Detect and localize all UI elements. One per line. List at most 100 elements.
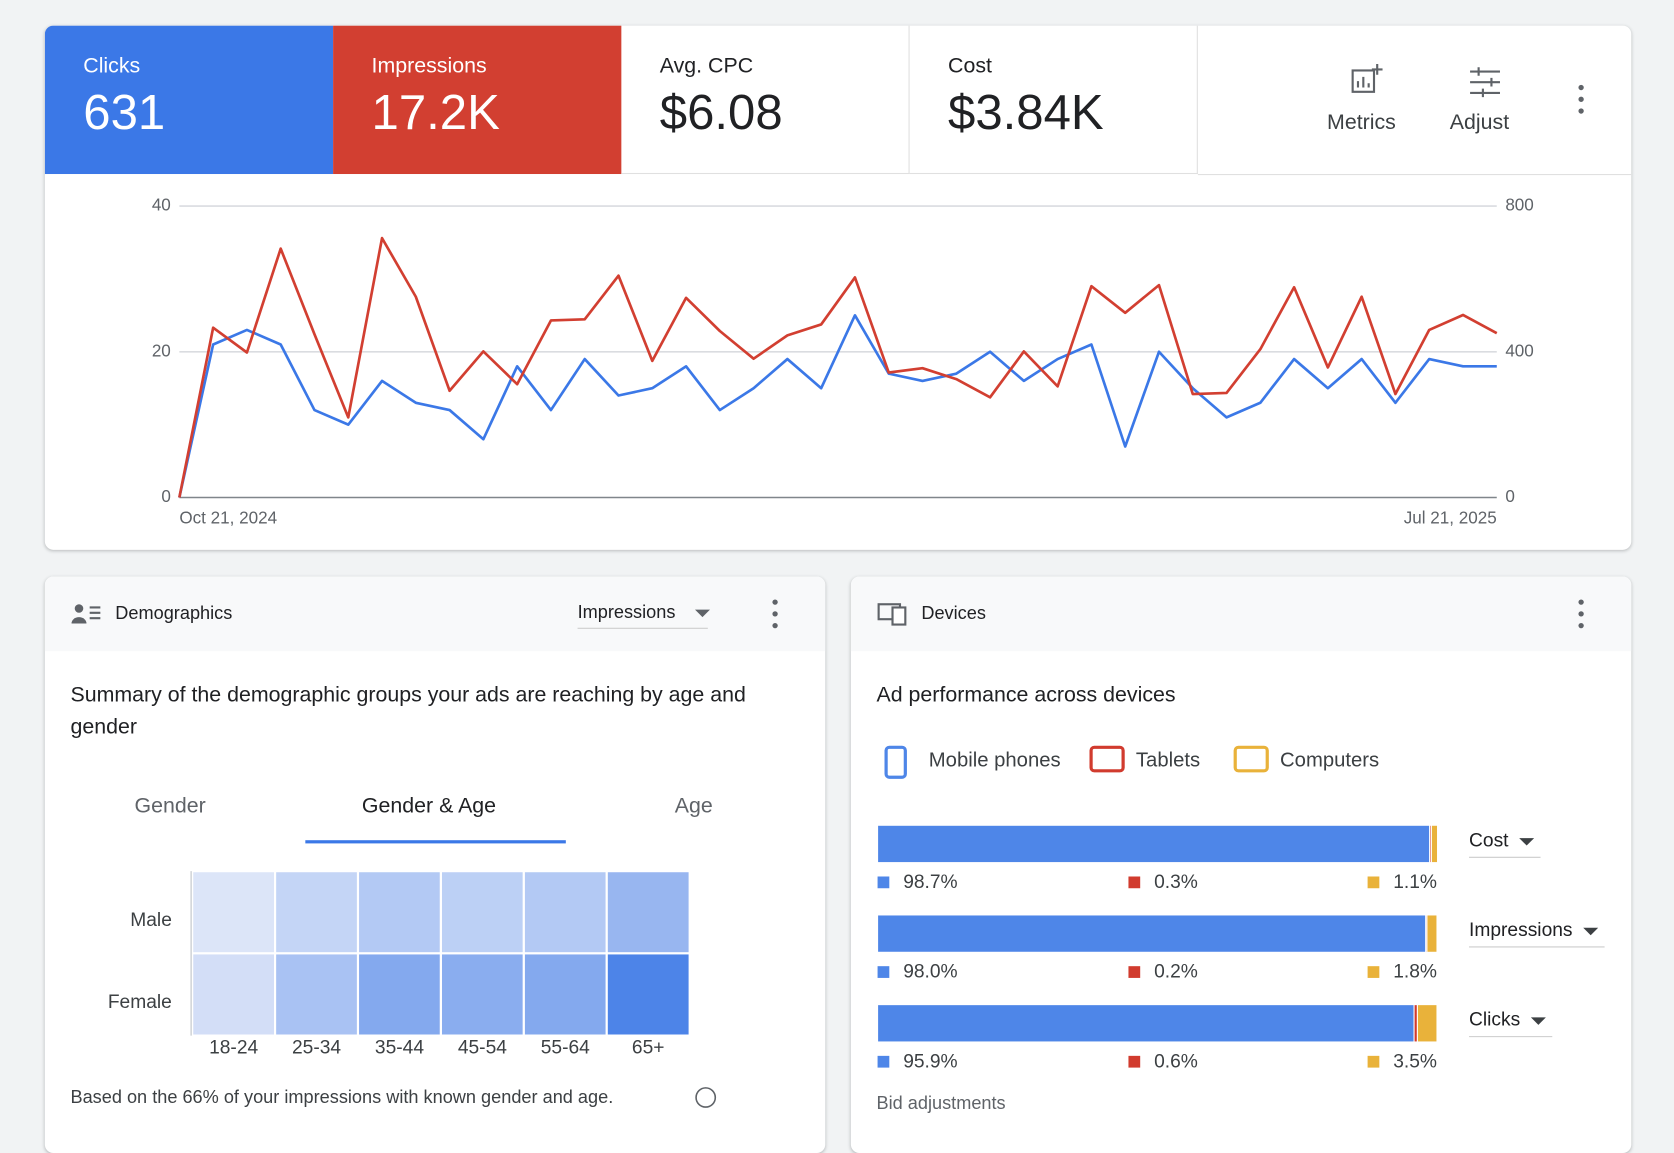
heat-cell	[356, 952, 442, 1037]
cost-tile[interactable]: Cost $3.84K	[909, 25, 1198, 175]
heat-cell	[274, 952, 360, 1037]
value-label: 0.3%	[1154, 872, 1198, 893]
series-line	[178, 236, 1498, 498]
dropdown-arrow	[1583, 927, 1599, 936]
label-swatch	[1128, 966, 1141, 978]
heat-cell	[191, 952, 277, 1037]
legend-icon	[1233, 745, 1269, 773]
col-label: 55-64	[541, 1037, 590, 1058]
clicks-tile[interactable]: Clicks 631	[44, 25, 334, 175]
row-label: Male	[130, 910, 172, 931]
col-label: 18-24	[209, 1037, 258, 1058]
card-summary: Summary of the demographic groups your a…	[70, 683, 746, 739]
col-label: 25-34	[292, 1037, 341, 1058]
bar-segment	[877, 914, 1427, 953]
metrics-button[interactable]: Metrics	[1327, 111, 1396, 135]
value-label: 98.0%	[903, 962, 957, 983]
card-header	[44, 576, 826, 652]
heat-cell	[605, 952, 691, 1037]
heat-cell	[191, 870, 277, 955]
legend-label: Mobile phones	[929, 750, 1061, 772]
legend-label: Tablets	[1136, 750, 1200, 772]
icons	[877, 64, 1500, 626]
x-tick-label: Jul 21, 2025	[1404, 508, 1497, 527]
y2-tick-label: 800	[1505, 196, 1534, 215]
dropdown-arrow	[1530, 1017, 1546, 1025]
value-label: 3.5%	[1393, 1051, 1437, 1072]
card-header	[850, 576, 1632, 652]
bar-segment	[1426, 914, 1438, 953]
metric-dropdown[interactable]: Impressions	[1469, 920, 1573, 941]
tile-value: $3.84K	[948, 84, 1104, 140]
card-title: Demographics	[115, 603, 233, 624]
metric-dropdown[interactable]: Cost	[1469, 830, 1509, 851]
adjust-button[interactable]: Adjust	[1449, 111, 1510, 135]
series-line	[178, 314, 1497, 498]
y-tick-label: 20	[152, 341, 171, 360]
tab[interactable]: Gender	[134, 794, 206, 818]
label-swatch	[1367, 966, 1380, 978]
row-label: Female	[108, 992, 172, 1013]
menu-dots[interactable]	[71, 84, 1584, 629]
tile-value: 17.2K	[371, 84, 500, 140]
demographics-card: Demographics Impressions Summary of the …	[44, 576, 826, 1153]
heat-cell	[274, 870, 360, 955]
card-title: Devices	[921, 603, 986, 624]
value-label: 1.8%	[1393, 962, 1437, 983]
toolbar	[1197, 26, 1632, 176]
value-label: 95.9%	[903, 1051, 957, 1072]
y-tick-label: 40	[152, 196, 171, 215]
card-summary: Ad performance across devices	[876, 683, 1176, 707]
y2-tick-label: 0	[1505, 487, 1515, 506]
bar-segment	[877, 824, 1431, 864]
heat-cell	[522, 952, 608, 1037]
y-tick-label: 0	[161, 487, 171, 506]
x-tick-label: Oct 21, 2024	[179, 508, 277, 527]
metric-dropdown[interactable]: Clicks	[1469, 1010, 1520, 1031]
heat-cell	[522, 870, 608, 955]
bar-segment	[1430, 824, 1439, 864]
col-label: 65+	[632, 1037, 665, 1058]
bar-segment	[877, 1004, 1415, 1043]
label-swatch	[1128, 876, 1141, 889]
impressions-tile[interactable]: Impressions 17.2K	[333, 25, 622, 175]
heat-cell	[356, 870, 442, 955]
tab-indicator	[305, 840, 566, 844]
tile-label: Cost	[948, 54, 992, 78]
value-label: 0.6%	[1154, 1051, 1198, 1072]
heat-cell	[605, 870, 691, 955]
tile-value: 631	[83, 84, 166, 140]
tile-label: Impressions	[371, 54, 487, 78]
col-label: 35-44	[375, 1037, 424, 1058]
value-label: 1.1%	[1393, 872, 1437, 893]
label-swatch	[1367, 876, 1380, 889]
footnote: Based on the 66% of your impressions wit…	[70, 1086, 614, 1108]
tab-active[interactable]: Gender & Age	[361, 794, 497, 818]
value-label: 0.2%	[1154, 962, 1198, 983]
label-swatch	[877, 1055, 890, 1068]
devices-card: Devices Ad performance across devices Bi…	[850, 576, 1632, 1153]
label-swatch	[1128, 1055, 1141, 1068]
info-icon[interactable]	[695, 1087, 717, 1108]
tile-label: Avg. CPC	[659, 54, 754, 78]
label-swatch	[877, 876, 890, 889]
cpc-tile[interactable]: Avg. CPC $6.08	[621, 25, 910, 175]
tab[interactable]: Age	[674, 794, 713, 818]
label-swatch	[1367, 1055, 1380, 1068]
page: Clicks 631 Impressions 17.2K Avg. CPC $6…	[44, 25, 1632, 1153]
section-label: Bid adjustments	[876, 1093, 1006, 1114]
col-label: 45-54	[458, 1037, 507, 1058]
legend-icon	[884, 745, 907, 779]
tile-label: Clicks	[83, 54, 141, 78]
metric-dropdown[interactable]: Impressions	[577, 602, 708, 629]
y2-tick-label: 400	[1505, 341, 1534, 360]
legend-label: Computers	[1280, 750, 1379, 772]
legend-icon	[1089, 745, 1125, 773]
dropdown-arrow	[1519, 838, 1535, 846]
performance-card: Clicks 631 Impressions 17.2K Avg. CPC $6…	[44, 25, 1632, 550]
value-label: 98.7%	[903, 872, 957, 893]
heat-cell	[439, 952, 525, 1037]
label-swatch	[877, 966, 890, 978]
heat-cell	[439, 870, 525, 955]
